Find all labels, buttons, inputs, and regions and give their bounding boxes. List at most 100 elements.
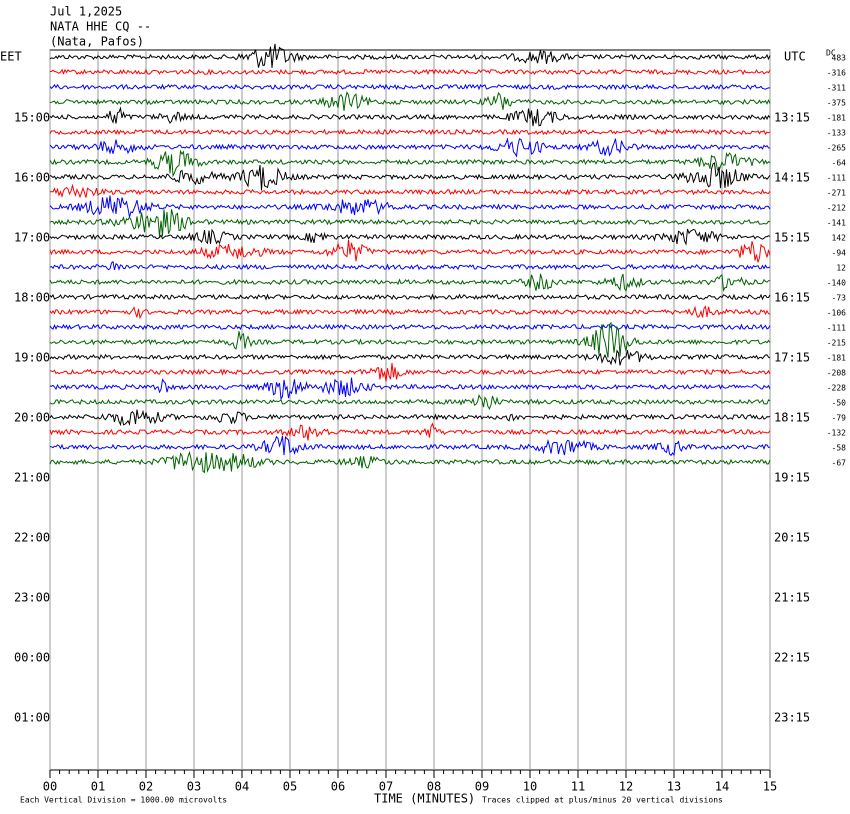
left-hour-label: 15:00 xyxy=(14,111,50,125)
trace xyxy=(49,349,771,366)
clip-note: Traces clipped at plus/minus 20 vertical… xyxy=(482,796,723,805)
x-tick-label: 10 xyxy=(523,780,537,794)
dc-offset: -58 xyxy=(832,444,847,453)
dc-offset: -228 xyxy=(827,384,846,393)
left-hour-label: 19:00 xyxy=(14,351,50,365)
dc-offset: -106 xyxy=(827,309,846,318)
dc-offset: 12 xyxy=(836,264,846,273)
station: NATA HHE CQ -- xyxy=(50,20,151,34)
trace xyxy=(49,137,771,158)
left-hour-label: 00:00 xyxy=(14,651,50,665)
x-tick-label: 00 xyxy=(43,780,57,794)
left-hour-label: 21:00 xyxy=(14,471,50,485)
trace xyxy=(49,209,771,237)
dc-offset: -265 xyxy=(827,144,846,153)
trace xyxy=(49,293,771,301)
scale-note: Each Vertical Division = 1000.00 microvo… xyxy=(20,796,227,805)
trace xyxy=(49,435,771,457)
trace xyxy=(49,273,771,293)
dc-offset: -64 xyxy=(832,159,847,168)
left-hour-label: 16:00 xyxy=(14,171,50,185)
dc-offset: -94 xyxy=(832,249,847,258)
trace xyxy=(49,239,771,263)
trace xyxy=(49,393,771,411)
right-hour-label: 17:15 xyxy=(774,351,810,365)
dc-offset: -316 xyxy=(827,69,846,78)
trace xyxy=(49,183,771,199)
left-hour-label: 18:00 xyxy=(14,291,50,305)
trace xyxy=(49,149,771,178)
x-tick-label: 09 xyxy=(475,780,489,794)
trace xyxy=(49,162,771,191)
dc-offset: -133 xyxy=(827,129,846,138)
x-tick-label: 11 xyxy=(571,780,585,794)
right-hour-label: 13:15 xyxy=(774,111,810,125)
right-hour-label: 20:15 xyxy=(774,531,810,545)
trace xyxy=(49,363,771,382)
trace xyxy=(49,228,771,246)
location: (Nata, Pafos) xyxy=(50,35,144,49)
trace xyxy=(49,128,771,136)
right-hour-label: 22:15 xyxy=(774,651,810,665)
dc-offset: -271 xyxy=(827,189,846,198)
trace xyxy=(49,422,771,441)
trace xyxy=(49,450,771,474)
trace xyxy=(49,409,771,427)
trace xyxy=(49,195,771,218)
left-timezone: EET xyxy=(0,50,22,64)
left-hour-label: 17:00 xyxy=(14,231,50,245)
trace xyxy=(49,91,771,111)
x-tick-label: 14 xyxy=(715,780,729,794)
x-axis-label: TIME (MINUTES) xyxy=(374,792,475,806)
right-hour-label: 14:15 xyxy=(774,171,810,185)
dc-offset: -73 xyxy=(832,294,847,303)
left-hour-label: 22:00 xyxy=(14,531,50,545)
right-hour-label: 15:15 xyxy=(774,231,810,245)
x-tick-label: 05 xyxy=(283,780,297,794)
dc-offset: -215 xyxy=(827,339,846,348)
x-tick-label: 06 xyxy=(331,780,345,794)
x-tick-label: 12 xyxy=(619,780,633,794)
dc-offset: -111 xyxy=(827,174,846,183)
dc-offset: -111 xyxy=(827,324,846,333)
trace xyxy=(49,83,770,91)
date: Jul 1,2025 xyxy=(50,5,122,19)
dc-offset: -140 xyxy=(827,279,846,288)
trace xyxy=(49,305,771,320)
dc-offset: -208 xyxy=(827,369,846,378)
dc-offset: -375 xyxy=(827,99,846,108)
dc-offset: -50 xyxy=(832,399,847,408)
dc-offset: -212 xyxy=(827,204,846,213)
left-hour-label: 20:00 xyxy=(14,411,50,425)
right-hour-label: 23:15 xyxy=(774,711,810,725)
x-tick-label: 03 xyxy=(187,780,201,794)
trace xyxy=(50,68,771,76)
left-hour-label: 23:00 xyxy=(14,591,50,605)
right-timezone: UTC xyxy=(784,50,806,64)
x-tick-label: 13 xyxy=(667,780,681,794)
trace xyxy=(49,260,771,271)
x-tick-label: 07 xyxy=(379,780,393,794)
dc-offset: -132 xyxy=(827,429,846,438)
right-hour-label: 16:15 xyxy=(774,291,810,305)
trace xyxy=(49,43,771,68)
x-tick-label: 01 xyxy=(91,780,105,794)
trace xyxy=(49,377,771,401)
left-hour-label: 01:00 xyxy=(14,711,50,725)
dc-offset: -67 xyxy=(832,459,847,468)
dc-offset: -181 xyxy=(827,354,846,363)
dc-offset: -79 xyxy=(832,414,847,423)
dc-offset: 142 xyxy=(832,234,847,243)
trace xyxy=(49,321,771,358)
right-hour-label: 18:15 xyxy=(774,411,810,425)
dc-offset: 483 xyxy=(832,54,847,63)
right-hour-label: 21:15 xyxy=(774,591,810,605)
x-tick-label: 02 xyxy=(139,780,153,794)
x-tick-label: 08 xyxy=(427,780,441,794)
trace xyxy=(49,106,771,127)
dc-label: DC xyxy=(826,49,836,58)
dc-offset: -181 xyxy=(827,114,846,123)
plot-frame xyxy=(49,49,771,771)
dc-offset: -311 xyxy=(827,84,846,93)
